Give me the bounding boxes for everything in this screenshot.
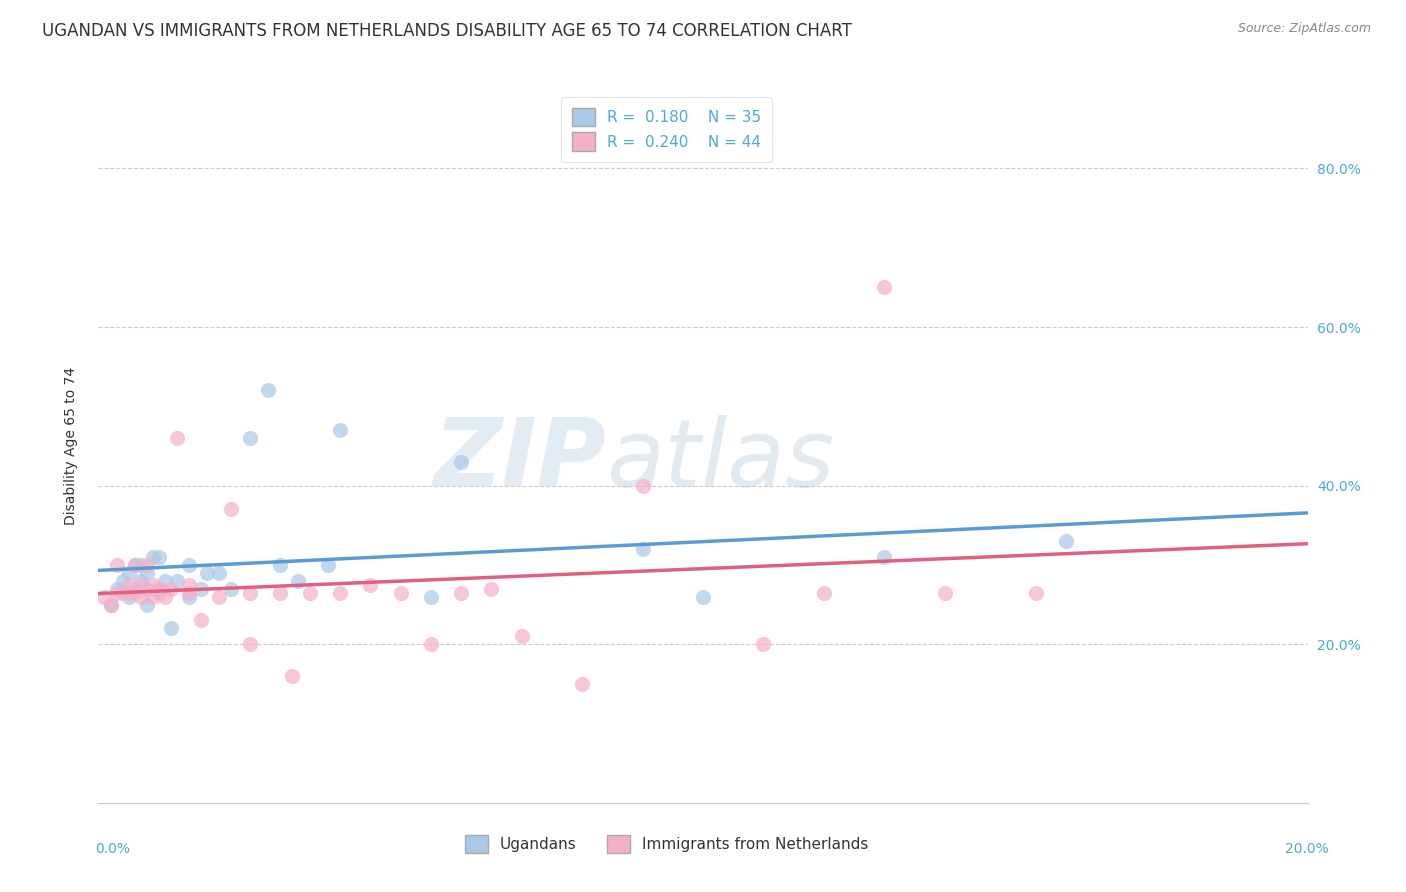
Point — [269, 558, 291, 572]
Point — [813, 585, 835, 599]
Point — [692, 590, 714, 604]
Point — [1054, 534, 1077, 549]
Point — [105, 558, 128, 572]
Point — [631, 478, 654, 492]
Point — [256, 384, 278, 398]
Point — [420, 590, 443, 604]
Point — [752, 637, 775, 651]
Point — [450, 585, 472, 599]
Text: 20.0%: 20.0% — [1285, 842, 1329, 856]
Point — [208, 590, 231, 604]
Point — [190, 614, 212, 628]
Point — [142, 549, 165, 564]
Point — [873, 280, 896, 294]
Point — [287, 574, 309, 588]
Point — [118, 585, 141, 599]
Point — [239, 431, 262, 445]
Point — [316, 558, 339, 572]
Point — [420, 637, 443, 651]
Point — [148, 582, 170, 596]
Text: 0.0%: 0.0% — [96, 842, 131, 856]
Point — [179, 590, 201, 604]
Point — [124, 582, 146, 596]
Point — [148, 549, 170, 564]
Point — [100, 598, 122, 612]
Point — [360, 578, 382, 592]
Point — [118, 578, 141, 592]
Point — [142, 590, 165, 604]
Text: ZIP: ZIP — [433, 414, 606, 507]
Point — [190, 582, 212, 596]
Point — [135, 598, 157, 612]
Point — [105, 585, 128, 599]
Point — [124, 558, 146, 572]
Point — [934, 585, 956, 599]
Point — [239, 637, 262, 651]
Text: Source: ZipAtlas.com: Source: ZipAtlas.com — [1237, 22, 1371, 36]
Point — [124, 585, 146, 599]
Point — [239, 585, 262, 599]
Point — [124, 558, 146, 572]
Point — [105, 582, 128, 596]
Point — [148, 585, 170, 599]
Point — [135, 582, 157, 596]
Point — [299, 585, 322, 599]
Point — [389, 585, 412, 599]
Point — [129, 590, 152, 604]
Point — [269, 585, 291, 599]
Point — [93, 590, 115, 604]
Point — [179, 558, 201, 572]
Point — [166, 431, 188, 445]
Point — [329, 423, 352, 437]
Point — [873, 549, 896, 564]
Point — [166, 574, 188, 588]
Point — [631, 542, 654, 557]
Point — [129, 574, 152, 588]
Point — [153, 590, 176, 604]
Point — [153, 574, 176, 588]
Point — [208, 566, 231, 580]
Point — [221, 502, 243, 516]
Point — [1024, 585, 1046, 599]
Text: UGANDAN VS IMMIGRANTS FROM NETHERLANDS DISABILITY AGE 65 TO 74 CORRELATION CHART: UGANDAN VS IMMIGRANTS FROM NETHERLANDS D… — [42, 22, 852, 40]
Legend: Ugandans, Immigrants from Netherlands: Ugandans, Immigrants from Netherlands — [458, 829, 875, 859]
Point — [510, 629, 533, 643]
Point — [281, 669, 304, 683]
Point — [135, 558, 157, 572]
Point — [160, 582, 183, 596]
Y-axis label: Disability Age 65 to 74: Disability Age 65 to 74 — [63, 367, 77, 525]
Point — [135, 566, 157, 580]
Point — [179, 585, 201, 599]
Point — [118, 566, 141, 580]
Point — [111, 574, 134, 588]
Point — [450, 455, 472, 469]
Text: atlas: atlas — [606, 415, 835, 506]
Point — [160, 621, 183, 635]
Point — [111, 585, 134, 599]
Point — [100, 598, 122, 612]
Point — [481, 582, 503, 596]
Point — [179, 578, 201, 592]
Point — [118, 590, 141, 604]
Point — [329, 585, 352, 599]
Point — [129, 578, 152, 592]
Point — [142, 578, 165, 592]
Point — [221, 582, 243, 596]
Point — [148, 582, 170, 596]
Point — [129, 558, 152, 572]
Point — [195, 566, 218, 580]
Point — [571, 677, 593, 691]
